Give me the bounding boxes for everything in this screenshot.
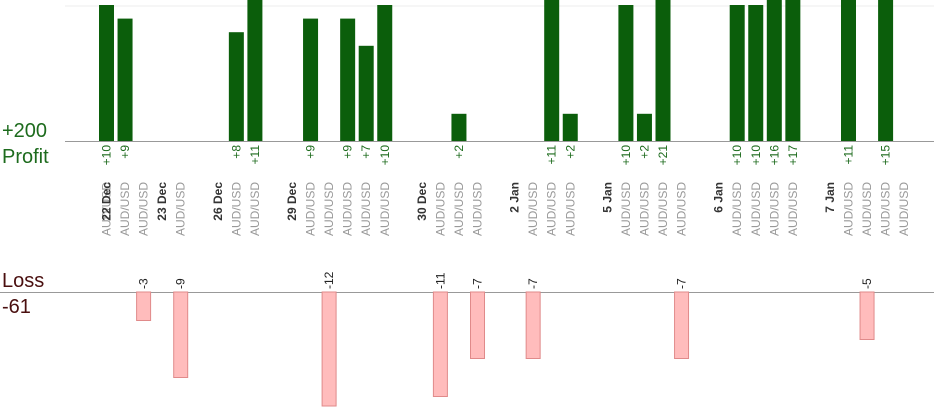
loss-bar: [674, 291, 690, 359]
loss-bar: [432, 291, 448, 397]
profit-value-label: +10: [619, 145, 633, 166]
date-tick-label: 7 Jan: [823, 182, 837, 213]
date-tick-label: 29 Dec: [285, 182, 299, 221]
profit-bar: [377, 5, 393, 141]
profit-bar: [748, 5, 764, 141]
symbol-tick-label: AUD/USD: [452, 182, 466, 236]
symbol-tick-label: AUD/USD: [619, 182, 633, 236]
symbol-tick-label: AUD/USD: [248, 182, 262, 236]
date-tick-label: 26 Dec: [211, 182, 225, 221]
profit-value-label: +10: [378, 145, 392, 166]
symbol-tick-label: AUD/USD: [637, 182, 651, 236]
symbol-tick-label: AUD/USD: [749, 182, 763, 236]
date-tick-label: 5 Jan: [600, 182, 614, 213]
symbol-tick-label: AUD/USD: [860, 182, 874, 236]
loss-bar: [525, 291, 541, 359]
profit-bar: [340, 18, 356, 142]
symbol-tick-label: AUD/USD: [378, 182, 392, 236]
symbol-tick-label: AUD/USD: [433, 182, 447, 236]
loss-value-label: -7: [675, 278, 689, 289]
profit-value-label: +9: [304, 145, 318, 159]
symbol-tick-label: AUD/USD: [879, 182, 893, 236]
symbol-tick-label: AUD/USD: [767, 182, 781, 236]
profit-bar: [99, 5, 114, 141]
profit-value-label: +10: [730, 145, 744, 166]
profit-bar: [451, 113, 467, 141]
profit-bar: [766, 0, 782, 141]
profit-value-label: +2: [563, 145, 577, 159]
loss-bar: [859, 291, 875, 340]
profit-value-label: +21: [656, 145, 670, 166]
profit-value-label: +15: [879, 145, 893, 166]
loss-value-label: -12: [322, 271, 336, 289]
date-tick-label: 6 Jan: [712, 182, 726, 213]
symbol-tick-label: AUD/USD: [563, 182, 577, 236]
loss-bar: [321, 291, 337, 407]
loss-value-label: -5: [860, 278, 874, 289]
profit-label: Profit: [2, 146, 49, 168]
profit-value-label: +17: [786, 145, 800, 166]
profit-value-label: +2: [637, 145, 651, 159]
profit-value-label: +10: [749, 145, 763, 166]
symbol-tick-label: AUD/USD: [304, 182, 318, 236]
profit-bar: [618, 5, 634, 141]
profit-bar: [785, 0, 801, 141]
loss-bar: [136, 291, 152, 321]
loss-value-label: -7: [471, 278, 485, 289]
profit-bar: [841, 0, 856, 141]
profit-bar: [655, 0, 671, 141]
profit-value-label: +9: [118, 145, 132, 159]
symbol-tick-label: AUD/USD: [229, 182, 243, 236]
profit-value-label: +11: [248, 145, 262, 165]
profit-value-label: +11: [842, 145, 856, 165]
symbol-tick-label: AUD/USD: [100, 182, 114, 236]
loss-total: -61: [2, 296, 31, 318]
profit-bar: [878, 0, 894, 141]
loss-bar: [173, 291, 189, 378]
symbol-tick-label: AUD/USD: [545, 182, 559, 236]
profit-value-label: +7: [359, 145, 373, 159]
symbol-tick-label: AUD/USD: [118, 182, 132, 236]
profit-bar: [544, 0, 560, 141]
loss-value-label: -9: [174, 278, 188, 289]
profit-bar: [729, 5, 745, 141]
profit-value-label: +16: [767, 145, 781, 166]
loss-value-label: -3: [137, 278, 151, 289]
profit-bar: [228, 32, 244, 142]
symbol-tick-label: AUD/USD: [675, 182, 689, 236]
symbol-tick-label: AUD/USD: [730, 182, 744, 236]
profit-value-label: +2: [452, 145, 466, 159]
symbol-tick-label: AUD/USD: [174, 182, 188, 236]
profit-bar: [117, 18, 133, 142]
symbol-tick-label: AUD/USD: [526, 182, 540, 236]
symbol-tick-label: AUD/USD: [137, 182, 151, 236]
symbol-tick-label: AUD/USD: [359, 182, 373, 236]
profit-value-label: +11: [545, 145, 559, 165]
profit-bar: [247, 0, 263, 141]
symbol-tick-label: AUD/USD: [842, 182, 856, 236]
loss-label: Loss: [2, 270, 45, 292]
profit-value-label: +8: [229, 145, 243, 159]
loss-bar: [470, 291, 485, 359]
symbol-tick-label: AUD/USD: [341, 182, 355, 236]
date-tick-label: 2 Jan: [508, 182, 522, 213]
profit-bar: [562, 113, 578, 141]
loss-value-label: -7: [526, 278, 540, 289]
loss-value-label: -11: [433, 272, 447, 289]
date-tick-label: 22 Dec: [100, 182, 114, 221]
profit-value-label: +10: [100, 145, 114, 166]
symbol-tick-label: AUD/USD: [322, 182, 336, 236]
symbol-tick-label: AUD/USD: [471, 182, 485, 236]
profit-total: +200: [2, 120, 48, 142]
profit-bar: [303, 18, 319, 142]
symbol-tick-label: AUD/USD: [656, 182, 670, 236]
date-tick-label: 23 Dec: [155, 182, 169, 221]
profit-bar: [358, 45, 374, 141]
symbol-tick-label: AUD/USD: [897, 182, 911, 236]
profit-value-label: +9: [341, 145, 355, 159]
profit-bar: [636, 113, 652, 141]
symbol-tick-label: AUD/USD: [786, 182, 800, 236]
date-tick-label: 30 Dec: [415, 182, 429, 221]
